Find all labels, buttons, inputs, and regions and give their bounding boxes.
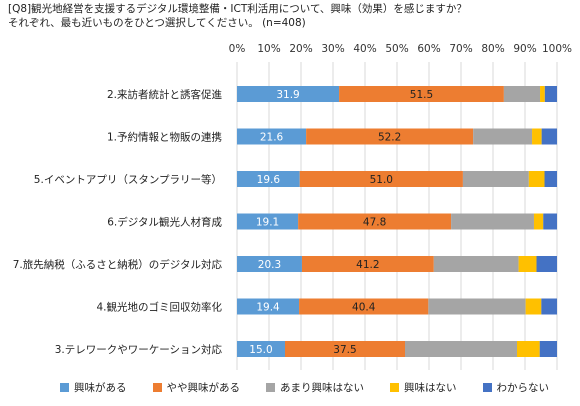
legend-item: わからない [482, 380, 550, 395]
legend-swatch [482, 383, 492, 392]
data-label: 21.6 [260, 132, 284, 144]
bar-segment [543, 213, 557, 230]
title-line-2: それぞれ、最も近いものをひとつ選択してください。 (n=408) [8, 17, 306, 29]
bar-segment [405, 341, 517, 357]
legend-label: 興味がある [74, 382, 127, 394]
data-label: 37.5 [333, 344, 356, 356]
bar-segment [237, 86, 340, 102]
bar-segment [532, 128, 542, 145]
x-tick-label: 30% [321, 43, 344, 55]
bar-segment [237, 341, 285, 357]
legend-swatch [60, 383, 69, 392]
legend-item: 興味はない [390, 380, 457, 395]
data-label: 51.5 [410, 89, 433, 101]
x-tick-label: 60% [417, 43, 440, 55]
legend-swatch [390, 383, 399, 392]
bar-segment [473, 128, 533, 145]
legend-label: やや興味がある [166, 382, 241, 394]
chart-title: [Q8]観光地経営を支援するデジタル環境整備・ICT利活用について、興味（効果）… [8, 2, 467, 30]
data-label: 47.8 [363, 217, 386, 229]
category-label: 5.イベントアプリ（スタンプラリー等） [34, 173, 222, 186]
x-tick-label: 10% [257, 43, 280, 55]
data-label: 19.1 [256, 217, 279, 229]
x-tick-label: 0% [229, 43, 246, 55]
bar-segment [544, 86, 557, 102]
bar-segment [517, 341, 540, 357]
data-label: 52.2 [378, 132, 401, 144]
bar-segment [533, 213, 544, 230]
data-label: 51.0 [370, 174, 393, 186]
data-label: 19.6 [257, 174, 281, 186]
bar-segment [503, 86, 541, 102]
x-tick-label: 40% [353, 43, 376, 55]
data-label: 31.9 [276, 89, 299, 101]
category-label: 6.デジタル観光人材育成 [107, 216, 222, 229]
legend-label: わからない [496, 382, 550, 394]
bar-segment [462, 171, 529, 187]
bar-segment [540, 86, 545, 102]
bar-segment [339, 86, 504, 102]
chart-legend: 興味がある やや興味がある あまり興味はない 興味はない わからない [60, 380, 549, 395]
bar-segment [306, 128, 474, 145]
data-label: 19.4 [256, 302, 280, 314]
data-label: 40.4 [352, 302, 376, 314]
x-tick-label: 50% [385, 43, 408, 55]
category-label: 7.旅先納税（ふるさと納税）のデジタル対応 [13, 258, 223, 271]
legend-item: 興味がある [60, 380, 127, 395]
bar-segment [525, 298, 542, 315]
bar-segment [299, 298, 429, 315]
data-label: 15.0 [249, 344, 272, 356]
category-label: 1.予約情報と物販の連携 [107, 131, 222, 144]
legend-label: 興味はない [404, 382, 457, 394]
data-label: 20.3 [258, 259, 281, 271]
bar-segment [541, 128, 557, 145]
bar-segment [301, 256, 434, 272]
bar-segment [518, 256, 537, 272]
x-tick-label: 90% [513, 43, 536, 55]
bar-segment [433, 256, 519, 272]
bar-segment [536, 256, 557, 272]
legend-swatch [266, 383, 275, 392]
bar-segment [237, 171, 300, 187]
category-label: 2.来訪者統計と誘客促進 [107, 88, 223, 101]
bar-segment [528, 171, 545, 187]
bar-segment [237, 128, 307, 145]
category-label: 3.テレワークやワーケーション対応 [55, 343, 223, 356]
bar-segment [428, 298, 526, 315]
legend-item: あまり興味はない [266, 380, 364, 395]
bar-segment [451, 213, 534, 230]
bar-segment [237, 298, 300, 315]
x-tick-label: 100% [542, 43, 572, 55]
legend-label: あまり興味はない [280, 382, 364, 394]
x-tick-label: 80% [481, 43, 504, 55]
x-tick-label: 20% [289, 43, 312, 55]
bar-segment [298, 213, 452, 230]
bar-segment [299, 171, 463, 187]
bar-segment [237, 256, 302, 272]
bar-segment [541, 298, 557, 315]
legend-swatch [152, 383, 162, 392]
data-label: 41.2 [356, 259, 379, 271]
legend-item: やや興味がある [152, 380, 241, 395]
bar-segment [237, 213, 299, 230]
bar-segment [539, 341, 557, 357]
bar-segment [285, 341, 405, 357]
category-label: 4.観光地のゴミ回収効率化 [96, 301, 222, 314]
title-line-1: [Q8]観光地経営を支援するデジタル環境整備・ICT利活用について、興味（効果）… [8, 3, 467, 15]
bar-segment [544, 171, 557, 187]
x-tick-label: 70% [449, 43, 472, 55]
